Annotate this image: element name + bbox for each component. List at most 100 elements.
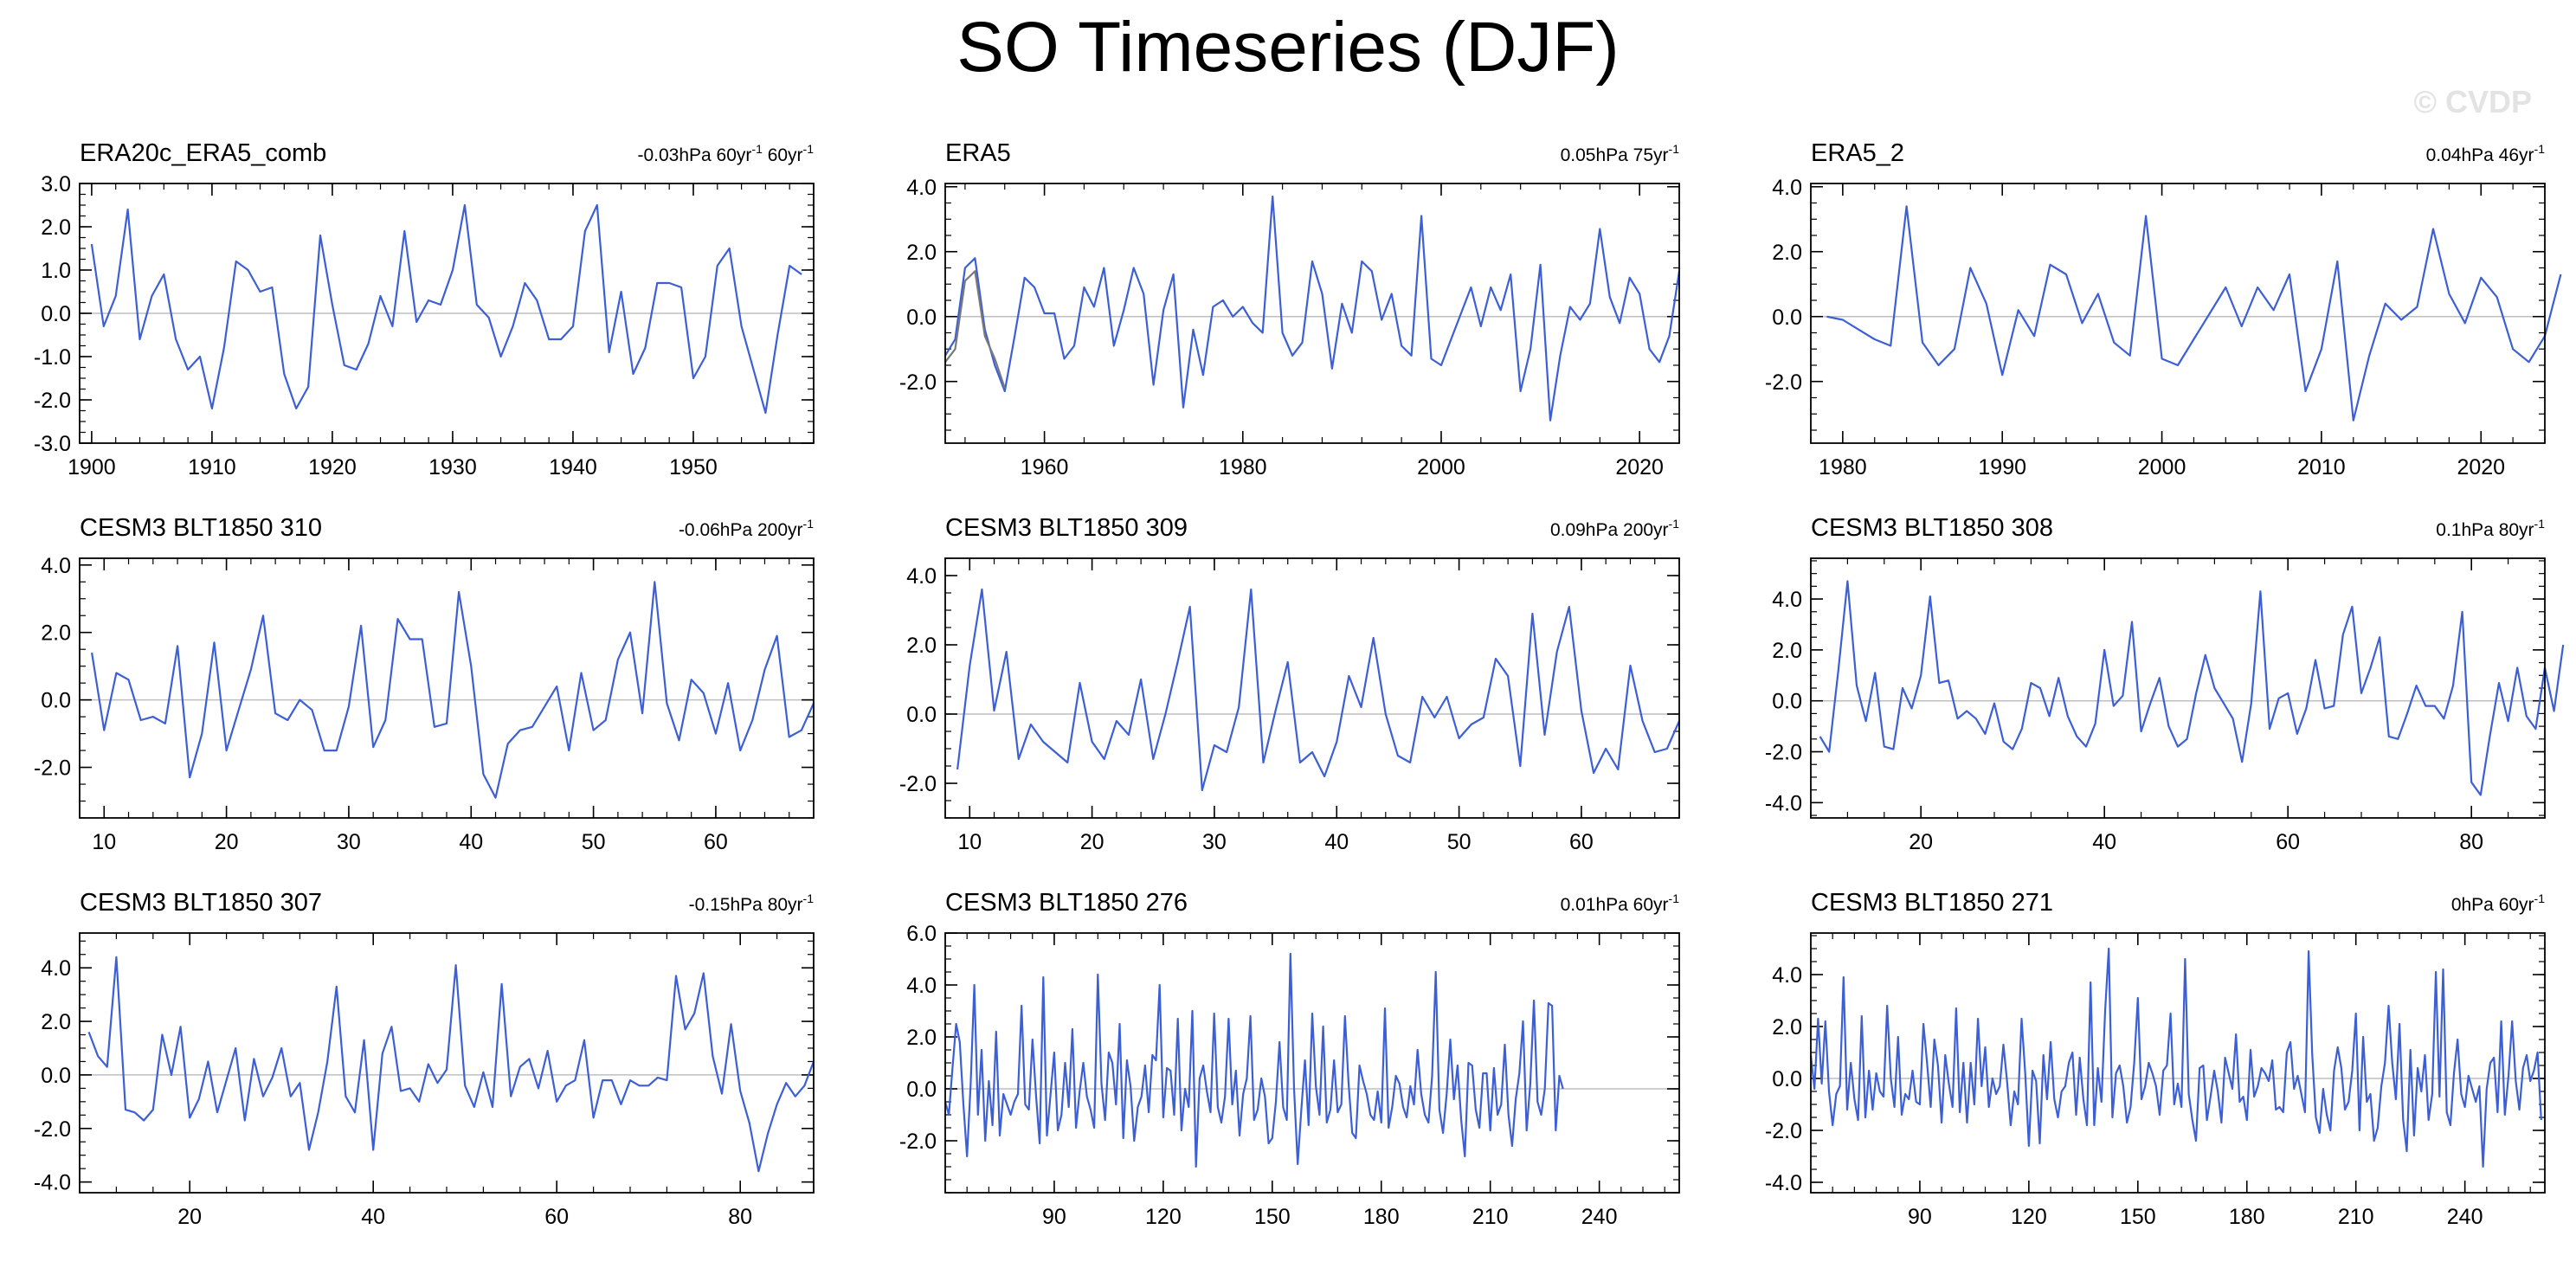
x-tick-label: 20 xyxy=(1909,830,1933,854)
y-tick-label: -2.0 xyxy=(34,1117,71,1142)
x-tick-label: 1900 xyxy=(68,455,116,480)
series-line-1 xyxy=(943,952,1564,1168)
y-tick-label: 4.0 xyxy=(1772,176,1802,200)
x-tick-label: 40 xyxy=(1324,830,1349,854)
y-tick-label: 4.0 xyxy=(1772,588,1802,612)
series-line-2 xyxy=(944,270,1006,389)
panel-title: CESM3 BLT1850 310 xyxy=(80,514,322,542)
plot-frame xyxy=(79,557,815,819)
x-tick-label: 180 xyxy=(1363,1205,1400,1229)
x-tick-label: 40 xyxy=(2092,830,2116,854)
x-tick-label: 1980 xyxy=(1819,455,1867,480)
y-tick-label: -2.0 xyxy=(899,370,937,395)
y-tick-label: 4.0 xyxy=(41,956,71,981)
series-line-1 xyxy=(90,203,802,415)
panel-title: ERA20c_ERA5_comb xyxy=(80,139,326,167)
y-tick-label: 0.0 xyxy=(1772,306,1802,330)
x-tick-label: 1980 xyxy=(1219,455,1267,480)
x-tick-label: 50 xyxy=(1447,830,1472,854)
series-line-1 xyxy=(87,956,815,1173)
panel-3: ERA5_2 0.04hPa 46yr-1 -2.0 0.0 2.0 4.0 1980 199… xyxy=(1765,139,2562,480)
x-tick-label: 2000 xyxy=(2138,455,2186,480)
series-line-1 xyxy=(1826,205,2562,422)
y-tick-label: 4.0 xyxy=(906,564,937,589)
y-tick-label: 0.0 xyxy=(41,689,71,713)
panel-grid: ERA20c_ERA5_comb -0.03hPa 60yr-1 60yr-1 -3… xyxy=(34,139,2565,1229)
x-tick-label: 240 xyxy=(2447,1205,2483,1229)
y-tick-label: 2.0 xyxy=(1772,241,1802,265)
y-tick-label: 3.0 xyxy=(41,172,71,196)
y-tick-label: 2.0 xyxy=(906,1026,937,1050)
y-tick-label: -1.0 xyxy=(34,345,71,370)
y-tick-label: 0.0 xyxy=(906,703,937,727)
x-tick-label: 2020 xyxy=(2457,455,2505,480)
series-line-1 xyxy=(91,581,815,799)
x-tick-label: 120 xyxy=(1145,1205,1182,1229)
x-tick-label: 80 xyxy=(728,1205,752,1229)
x-tick-label: 60 xyxy=(1569,830,1594,854)
x-tick-label: 150 xyxy=(1254,1205,1291,1229)
series-line-1 xyxy=(1819,580,2565,796)
panel-4: CESM3 BLT1850 310 -0.06hPa 200yr-1 -2.0 0.0… xyxy=(34,514,815,854)
series-line-1 xyxy=(1809,947,2542,1168)
x-tick-label: 1960 xyxy=(1021,455,1069,480)
trend-label: 0hPa 60yr-1 xyxy=(2451,891,2545,915)
y-tick-label: 0.0 xyxy=(41,302,71,326)
y-tick-label: 2.0 xyxy=(1772,639,1802,663)
y-tick-label: 2.0 xyxy=(1772,1015,1802,1040)
plot-frame xyxy=(79,183,815,444)
x-tick-label: 90 xyxy=(1908,1205,1932,1229)
y-tick-label: 0.0 xyxy=(1772,690,1802,714)
y-tick-label: -2.0 xyxy=(1765,1119,1802,1143)
y-tick-label: 4.0 xyxy=(1772,963,1802,988)
plot-frame xyxy=(1810,932,2546,1194)
trend-label: 0.01hPa 60yr-1 xyxy=(1561,891,1680,915)
y-tick-label: -4.0 xyxy=(34,1171,71,1195)
y-tick-label: 0.0 xyxy=(1772,1067,1802,1091)
y-tick-label: -2.0 xyxy=(1765,370,1802,395)
x-tick-label: 10 xyxy=(92,830,116,854)
trend-label: 0.09hPa 200yr-1 xyxy=(1550,517,1679,540)
figure-title: SO Timeseries (DJF) xyxy=(956,8,1619,87)
plot-frame xyxy=(1810,183,2546,444)
y-tick-label: 6.0 xyxy=(906,922,937,946)
x-tick-label: 1990 xyxy=(1978,455,2026,480)
cvdp-watermark: © CVDP xyxy=(2413,84,2532,119)
y-tick-label: -4.0 xyxy=(1765,1171,1802,1195)
x-tick-label: 90 xyxy=(1042,1205,1066,1229)
panel-9: CESM3 BLT1850 271 0hPa 60yr-1 -4.0 -2.0 0.0 2… xyxy=(1765,889,2546,1229)
panel-title: ERA5_2 xyxy=(1811,139,1904,167)
panel-6: CESM3 BLT1850 308 0.1hPa 80yr-1 -4.0 -2.0 0.… xyxy=(1765,514,2565,854)
trend-label: 0.1hPa 80yr-1 xyxy=(2436,517,2545,540)
x-tick-label: 60 xyxy=(544,1205,569,1229)
y-tick-label: 2.0 xyxy=(41,216,71,240)
panel-5: CESM3 BLT1850 309 0.09hPa 200yr-1 -2.0 0.0 2… xyxy=(899,514,1681,854)
trend-label: 0.04hPa 46yr-1 xyxy=(2426,142,2546,165)
y-tick-label: 4.0 xyxy=(906,974,937,998)
y-tick-label: 4.0 xyxy=(906,176,937,200)
plot-frame xyxy=(79,932,815,1194)
plot-frame xyxy=(944,557,1680,819)
y-tick-label: -2.0 xyxy=(34,756,71,781)
y-tick-label: -2.0 xyxy=(899,772,937,796)
x-tick-label: 30 xyxy=(337,830,361,854)
x-tick-label: 40 xyxy=(361,1205,385,1229)
panel-title: CESM3 BLT1850 308 xyxy=(1811,514,2053,542)
y-tick-label: 4.0 xyxy=(41,554,71,578)
y-tick-label: 2.0 xyxy=(41,621,71,646)
x-tick-label: 20 xyxy=(215,830,239,854)
y-tick-label: 0.0 xyxy=(906,306,937,330)
y-tick-label: 0.0 xyxy=(41,1064,71,1088)
panel-2: ERA5 0.05hPa 75yr-1 -2.0 0.0 2.0 4.0 1960 1980 2… xyxy=(899,139,1681,480)
x-tick-label: 60 xyxy=(704,830,728,854)
y-tick-label: -2.0 xyxy=(1765,741,1802,765)
plot-frame xyxy=(944,932,1680,1194)
x-tick-label: 1910 xyxy=(188,455,236,480)
x-tick-label: 40 xyxy=(459,830,483,854)
panel-8: CESM3 BLT1850 276 0.01hPa 60yr-1 -2.0 0.0 2.… xyxy=(899,889,1680,1229)
x-tick-label: 2020 xyxy=(1615,455,1664,480)
series-line-1 xyxy=(944,195,1681,422)
x-tick-label: 30 xyxy=(1202,830,1227,854)
plot-frame xyxy=(1810,557,2546,819)
